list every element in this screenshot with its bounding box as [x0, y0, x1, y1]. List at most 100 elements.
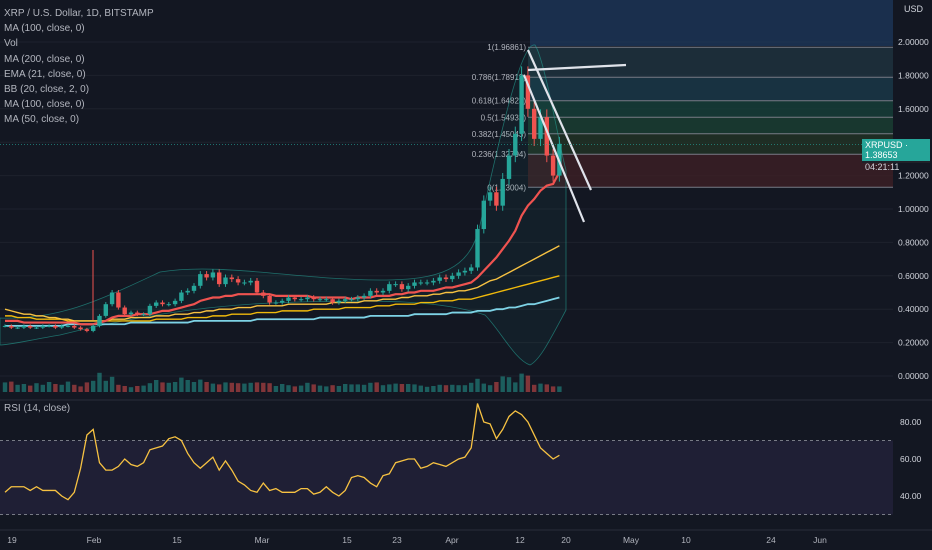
- volume-bar: [437, 384, 442, 392]
- fib-zone: [528, 77, 893, 101]
- candle-body: [46, 325, 52, 327]
- candle-body: [198, 274, 203, 286]
- fib-level-label: 0.382(1.45043): [472, 130, 527, 139]
- volume-bar: [21, 384, 27, 392]
- candle-body: [91, 325, 96, 331]
- price-tick-label: 2.00000: [898, 37, 929, 47]
- legend-line: MA (100, close, 0): [4, 23, 85, 35]
- volume-bar: [15, 384, 20, 392]
- volume-bar: [223, 382, 228, 392]
- candle-body: [21, 325, 27, 328]
- candle-body: [223, 277, 228, 285]
- volume-bar: [141, 385, 146, 392]
- candle-body: [443, 277, 449, 280]
- candle-body: [298, 299, 304, 301]
- price-tick-label: 0.60000: [898, 271, 929, 281]
- volume-bar: [374, 382, 379, 392]
- x-tick-label: Apr: [445, 535, 458, 545]
- volume-bar: [532, 384, 537, 392]
- price-tick-label: 0.80000: [898, 237, 929, 247]
- candle-body: [141, 314, 146, 316]
- candle-body: [9, 325, 14, 328]
- candle-body: [330, 299, 335, 303]
- candle-body: [273, 302, 279, 304]
- volume-bar: [40, 384, 45, 392]
- volume-bar: [166, 382, 171, 392]
- volume-bar: [305, 382, 310, 392]
- volume-bar: [28, 385, 33, 392]
- fib-level-label: 0.236(1.32794): [472, 150, 527, 159]
- volume-bar: [469, 382, 474, 392]
- volume-bar: [84, 382, 90, 392]
- fib-zone: [528, 133, 893, 155]
- candle-body: [393, 284, 398, 286]
- volume-bar: [361, 384, 367, 392]
- price-tick-label: 0.00000: [898, 371, 929, 381]
- volume-bar: [525, 375, 531, 392]
- bollinger-band: [0, 44, 567, 366]
- candle-body: [532, 108, 537, 139]
- candle-body: [437, 277, 442, 281]
- price-tick-label: 1.20000: [898, 171, 929, 181]
- candle-body: [469, 267, 474, 271]
- rsi-band: [0, 440, 893, 515]
- candle-body: [229, 277, 234, 280]
- volume-bar: [519, 373, 524, 392]
- candle-body: [40, 325, 45, 328]
- candle-body: [456, 272, 461, 276]
- x-tick-label: 19: [7, 535, 17, 545]
- candle-body: [179, 292, 184, 301]
- candle-body: [355, 297, 360, 300]
- volume-bar: [380, 385, 386, 392]
- candle-body: [34, 327, 39, 329]
- candle-body: [374, 290, 379, 293]
- fib-level-label: 0.786(1.78913): [472, 73, 527, 82]
- volume-bar: [292, 386, 297, 392]
- volume-bar: [298, 385, 304, 392]
- volume-bar: [418, 385, 423, 392]
- volume-bar: [2, 382, 8, 392]
- legend-line: MA (50, close, 0): [4, 114, 80, 126]
- volume-bar: [494, 382, 499, 392]
- candle-body: [97, 315, 102, 326]
- price-tick-label: 0.20000: [898, 338, 929, 348]
- volume-bar: [235, 383, 241, 392]
- candle-body: [2, 325, 8, 327]
- volume-bar: [103, 380, 108, 392]
- volume-bar: [65, 381, 71, 392]
- volume-bar: [97, 372, 102, 392]
- chart-legend: XRP / U.S. Dollar, 1D, BITSTAMP MA (100,…: [4, 6, 154, 128]
- candle-body: [28, 325, 33, 328]
- fib-zone: [528, 117, 893, 134]
- volume-bar: [59, 384, 64, 392]
- candle-body: [59, 325, 64, 328]
- candle-body: [412, 282, 417, 286]
- volume-bar: [343, 384, 348, 392]
- currency-label: USD: [902, 4, 926, 14]
- volume-bar: [9, 381, 14, 392]
- fib-level-label: 0.618(1.64823): [472, 97, 527, 106]
- trend-line: [522, 74, 586, 223]
- volume-bar: [191, 382, 197, 392]
- candle-body: [292, 297, 297, 300]
- candle-body: [122, 307, 127, 315]
- volume-bar: [91, 380, 96, 392]
- candle-body: [450, 275, 455, 280]
- volume-bar: [550, 386, 556, 392]
- volume-bar: [355, 384, 360, 392]
- price-tag-symbol: XRPUSD: [865, 140, 903, 150]
- volume-bar: [116, 384, 121, 392]
- candle-body: [103, 304, 108, 316]
- legend-line: MA (100, close, 0): [4, 99, 85, 111]
- volume-bar: [538, 383, 543, 392]
- volume-bar: [46, 382, 52, 392]
- candle-body: [418, 282, 423, 284]
- price-tag-countdown: 04:21:11: [865, 162, 900, 172]
- x-tick-label: 24: [766, 535, 776, 545]
- x-tick-label: Mar: [255, 535, 270, 545]
- candle-body: [544, 117, 549, 156]
- candle-body: [324, 299, 329, 301]
- volume-bar: [349, 384, 354, 392]
- volume-bar: [160, 382, 165, 392]
